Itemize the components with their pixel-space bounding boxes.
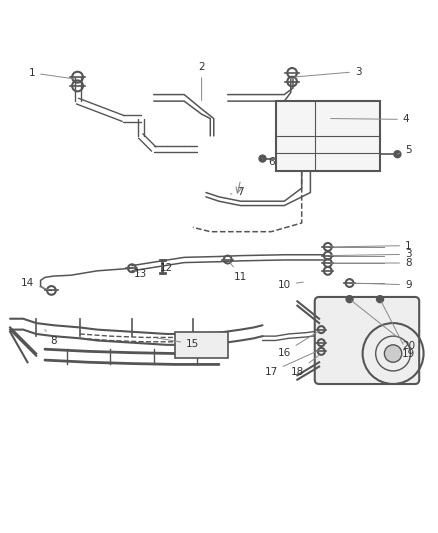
Text: 1: 1 bbox=[331, 240, 412, 251]
Text: 15: 15 bbox=[156, 338, 200, 349]
Text: 3: 3 bbox=[295, 67, 362, 77]
Circle shape bbox=[385, 345, 402, 362]
Text: 13: 13 bbox=[134, 269, 147, 279]
Circle shape bbox=[394, 151, 401, 158]
Text: 19: 19 bbox=[381, 302, 415, 359]
Text: 10: 10 bbox=[278, 280, 303, 290]
Text: 4: 4 bbox=[331, 115, 410, 124]
Text: 2: 2 bbox=[198, 62, 205, 101]
Text: 6: 6 bbox=[262, 157, 275, 167]
Text: 1: 1 bbox=[28, 68, 75, 79]
Text: 12: 12 bbox=[160, 263, 173, 273]
Circle shape bbox=[259, 155, 266, 162]
Text: 5: 5 bbox=[397, 145, 412, 155]
Text: 20: 20 bbox=[352, 301, 415, 351]
Text: 16: 16 bbox=[278, 331, 319, 358]
Text: 8: 8 bbox=[45, 329, 57, 346]
FancyBboxPatch shape bbox=[315, 297, 419, 384]
Circle shape bbox=[346, 296, 353, 303]
FancyBboxPatch shape bbox=[276, 101, 380, 171]
Text: 8: 8 bbox=[331, 258, 412, 268]
Text: 17: 17 bbox=[265, 350, 319, 377]
Text: 18: 18 bbox=[291, 355, 319, 377]
Circle shape bbox=[377, 296, 384, 303]
Text: 7: 7 bbox=[230, 187, 244, 197]
FancyBboxPatch shape bbox=[176, 332, 228, 358]
Text: 14: 14 bbox=[21, 278, 49, 289]
Text: 9: 9 bbox=[352, 280, 412, 290]
Text: 3: 3 bbox=[331, 249, 412, 260]
Text: 11: 11 bbox=[230, 262, 247, 282]
